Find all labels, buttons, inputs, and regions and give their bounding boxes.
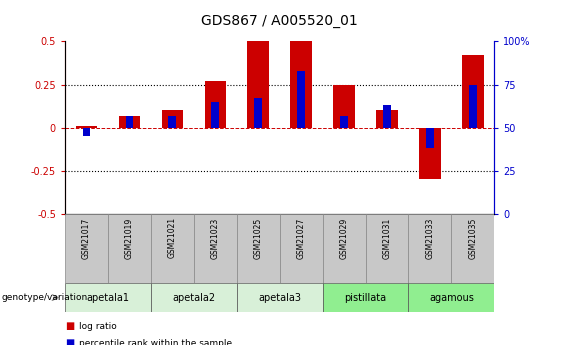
Text: apetala1: apetala1 (86, 293, 129, 303)
Text: GSM21023: GSM21023 (211, 217, 220, 259)
Bar (205, 81, 226, 128)
Bar (462, 55, 484, 128)
Bar (162, 110, 183, 128)
Text: GSM21025: GSM21025 (254, 217, 263, 259)
Text: GSM21033: GSM21033 (425, 217, 434, 259)
Text: ■: ■ (65, 321, 74, 331)
Bar (119, 116, 140, 128)
Bar (125, 116, 133, 128)
Bar (280, 214, 323, 283)
Bar (419, 128, 441, 179)
Bar (237, 283, 323, 312)
Bar (290, 41, 312, 128)
Bar (168, 116, 176, 128)
Bar (323, 283, 408, 312)
Bar (237, 214, 280, 283)
Bar (376, 110, 398, 128)
Bar (408, 283, 494, 312)
Text: GSM21017: GSM21017 (82, 217, 91, 259)
Text: pistillata: pistillata (345, 293, 386, 303)
Text: GSM21027: GSM21027 (297, 217, 306, 259)
Text: percentile rank within the sample: percentile rank within the sample (79, 339, 232, 345)
Bar (408, 214, 451, 283)
Bar (426, 128, 434, 148)
Bar (254, 98, 262, 128)
Text: genotype/variation: genotype/variation (1, 293, 88, 302)
Bar (451, 214, 494, 283)
Text: GSM21029: GSM21029 (340, 217, 349, 259)
Bar (247, 41, 269, 128)
Text: ■: ■ (65, 338, 74, 345)
Bar (108, 214, 151, 283)
Text: GSM21031: GSM21031 (383, 217, 392, 259)
Bar (333, 85, 355, 128)
Bar (151, 283, 237, 312)
Text: agamous: agamous (429, 293, 474, 303)
Bar (65, 214, 108, 283)
Text: GSM21021: GSM21021 (168, 217, 177, 258)
Bar (211, 102, 219, 128)
Bar (366, 214, 408, 283)
Text: GSM21019: GSM21019 (125, 217, 134, 259)
Text: GDS867 / A005520_01: GDS867 / A005520_01 (201, 14, 358, 28)
Text: log ratio: log ratio (79, 322, 117, 331)
Text: apetala2: apetala2 (172, 293, 215, 303)
Bar (323, 214, 366, 283)
Bar (383, 105, 391, 128)
Bar (82, 128, 90, 136)
Text: apetala3: apetala3 (258, 293, 301, 303)
Bar (340, 116, 348, 128)
Bar (65, 283, 151, 312)
Bar (194, 214, 237, 283)
Bar (469, 85, 477, 128)
Bar (151, 214, 194, 283)
Bar (76, 126, 97, 128)
Text: GSM21035: GSM21035 (468, 217, 477, 259)
Bar (297, 71, 305, 128)
